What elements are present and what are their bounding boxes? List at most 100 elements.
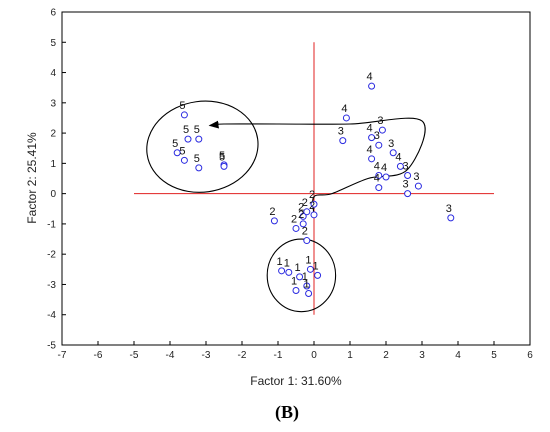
x-tick-label: -7 — [58, 350, 67, 361]
data-point-label: 3 — [388, 138, 394, 150]
y-tick-label: -3 — [47, 280, 56, 291]
data-point — [368, 155, 376, 163]
trajectory-arrow — [208, 117, 426, 215]
data-point — [184, 135, 192, 143]
data-point-label: 1 — [304, 279, 310, 291]
panel-label: (B) — [275, 402, 299, 423]
group-ellipse — [266, 238, 337, 313]
x-tick-label: 3 — [419, 350, 425, 361]
data-point — [375, 171, 383, 179]
x-tick-label: 1 — [347, 350, 353, 361]
data-point-label: 5 — [172, 138, 178, 150]
plot-frame — [61, 11, 531, 346]
data-point — [389, 149, 397, 157]
data-point — [404, 190, 412, 198]
x-tick-label: 6 — [527, 350, 533, 361]
data-point — [339, 137, 347, 145]
data-point-label: 2 — [291, 213, 297, 225]
data-point — [375, 184, 383, 192]
data-point — [303, 237, 311, 245]
data-point — [180, 156, 188, 164]
y-tick-label: 5 — [50, 38, 56, 49]
data-point-label: 3 — [377, 115, 383, 127]
data-point-label: 3 — [413, 171, 419, 183]
data-point-label: 4 — [374, 173, 380, 185]
y-tick-label: -5 — [47, 341, 56, 352]
data-point — [310, 200, 318, 208]
data-point — [292, 287, 300, 295]
data-point-label: 4 — [341, 103, 347, 115]
y-tick-label: -4 — [47, 310, 56, 321]
data-point — [303, 282, 311, 290]
x-tick-label: -4 — [166, 350, 175, 361]
data-point-label: 3 — [403, 160, 409, 172]
data-point — [368, 82, 376, 90]
data-point-label: 3 — [403, 179, 409, 191]
data-point — [310, 211, 318, 219]
data-point-label: 1 — [295, 262, 301, 274]
data-point — [342, 114, 350, 122]
data-point-label: 1 — [291, 276, 297, 288]
data-point-label: 4 — [381, 162, 387, 174]
data-point — [382, 173, 390, 181]
y-tick-label: 1 — [50, 159, 56, 170]
data-point-label: 3 — [338, 126, 344, 138]
data-point-label: 5 — [194, 153, 200, 165]
data-point-label: 4 — [374, 160, 380, 172]
data-point — [314, 271, 322, 279]
data-point — [285, 268, 293, 276]
data-point-label: 5 — [183, 124, 189, 136]
x-tick-label: 5 — [491, 350, 497, 361]
data-point-label: 5 — [194, 124, 200, 136]
data-point-label: 1 — [284, 257, 290, 269]
data-point — [306, 265, 314, 273]
data-point-label: 3 — [374, 130, 380, 142]
data-point — [375, 141, 383, 149]
data-point — [414, 182, 422, 190]
y-tick-label: 6 — [50, 8, 56, 19]
data-point-label: 4 — [395, 151, 401, 163]
y-tick-label: -1 — [47, 219, 56, 230]
x-tick-label: 4 — [455, 350, 461, 361]
data-point-label: 2 — [302, 226, 308, 238]
reference-lines — [134, 42, 494, 315]
x-tick-label: -3 — [202, 350, 211, 361]
y-axis-title: Factor 2: 25.41% — [25, 132, 39, 224]
data-point — [396, 162, 404, 170]
data-point — [368, 134, 376, 142]
data-point-label: 4 — [367, 144, 373, 156]
x-tick-label: 0 — [311, 350, 317, 361]
data-point-label: 2 — [298, 201, 304, 213]
data-point-label: 2 — [298, 209, 304, 221]
group-ellipse — [146, 100, 259, 193]
data-point — [195, 164, 203, 172]
data-point-label: 2 — [269, 206, 275, 218]
data-point-label: 5 — [219, 151, 225, 163]
data-point-label: 4 — [367, 123, 373, 135]
data-point — [447, 214, 455, 222]
y-tick-label: 2 — [50, 129, 56, 140]
x-axis-title: Factor 1: 31.60% — [250, 374, 342, 388]
data-point — [195, 135, 203, 143]
data-point-label: 5 — [219, 150, 225, 162]
data-point-label: 3 — [446, 203, 452, 215]
data-point — [303, 208, 311, 216]
data-point-label: 1 — [305, 254, 311, 266]
data-point-label: 2 — [309, 200, 315, 212]
data-point — [299, 220, 307, 228]
y-tick-label: 4 — [50, 68, 56, 79]
y-tick-label: 3 — [50, 98, 56, 109]
x-tick-label: -6 — [94, 350, 103, 361]
x-tick-label: -1 — [274, 350, 283, 361]
data-point — [296, 273, 304, 281]
data-point-label: 4 — [367, 71, 373, 83]
data-point-label: 5 — [179, 100, 185, 112]
y-tick-label: 0 — [50, 189, 56, 200]
data-point — [299, 212, 307, 220]
data-point — [378, 126, 386, 134]
x-tick-label: -2 — [238, 350, 247, 361]
annotations — [146, 100, 426, 313]
